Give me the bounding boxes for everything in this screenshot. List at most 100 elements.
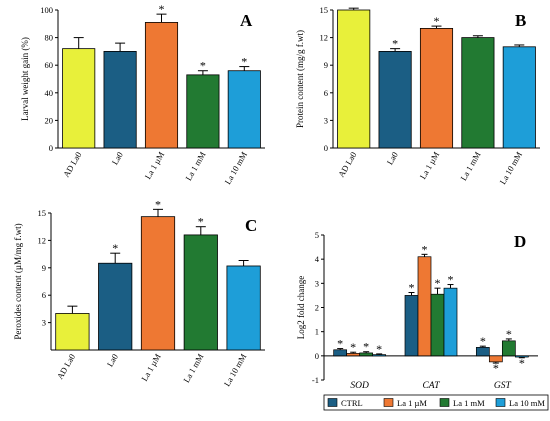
- panel-letter: C: [245, 216, 257, 235]
- bar: [55, 313, 90, 351]
- y-tick-label: -1: [312, 375, 319, 385]
- legend-label: La 1 µM: [397, 398, 427, 408]
- legend-label: La 1 mM: [453, 398, 485, 408]
- y-tick-label: 60: [45, 60, 54, 70]
- x-tick-label: La 1 mM: [183, 150, 208, 183]
- significance-star: *: [435, 276, 441, 290]
- significance-star: *: [448, 273, 454, 287]
- significance-star: *: [241, 55, 247, 69]
- legend-swatch: [383, 398, 394, 407]
- bar: [430, 293, 445, 357]
- y-tick-label: 2: [315, 303, 319, 313]
- y-axis-label: Log2 fold change: [296, 276, 306, 339]
- bar: [140, 216, 176, 351]
- bar: [62, 48, 96, 149]
- significance-star: *: [155, 197, 161, 211]
- y-tick-label: 6: [42, 290, 46, 300]
- y-tick-label: 40: [45, 88, 54, 98]
- x-tick-label: AD La0: [336, 150, 358, 179]
- bar: [98, 262, 133, 351]
- panel-c: 3 6 9 12 15 Peroxides content (µM/mg f.wt) AD …: [13, 197, 265, 388]
- y-tick-label: 12: [320, 33, 329, 43]
- bar: [502, 46, 536, 149]
- x-tick-label: La0: [385, 150, 400, 166]
- significance-star: *: [376, 342, 382, 356]
- x-tick-label: AD La0: [55, 352, 77, 381]
- y-axis-label: Peroxides content (µM/mg f.wt): [13, 223, 23, 339]
- bar: [417, 256, 432, 357]
- legend-swatch: [495, 398, 506, 407]
- bar: [475, 347, 490, 357]
- y-tick-label: 0: [315, 351, 319, 361]
- bar: [144, 22, 179, 149]
- y-tick-label: 0: [49, 143, 53, 153]
- bar: [226, 265, 261, 351]
- significance-star: *: [350, 340, 356, 354]
- bar: [461, 37, 495, 149]
- x-tick-label: La 1 µM: [143, 150, 167, 181]
- x-tick-label: CAT: [422, 381, 440, 391]
- bar: [404, 295, 419, 357]
- panel-a: 0 20 40 60 80 100 Larval weight gain (%) AD La0…: [20, 2, 265, 186]
- significance-star: *: [337, 337, 343, 351]
- x-tick-label: La 10 mM: [497, 150, 524, 186]
- significance-star: *: [198, 215, 204, 229]
- panel-letter: B: [515, 11, 526, 30]
- y-tick-label: 9: [324, 60, 328, 70]
- panel-letter: D: [514, 232, 526, 251]
- x-tick-label: La 1 mM: [458, 150, 483, 183]
- y-tick-label: 100: [40, 5, 53, 15]
- x-tick-label: AD La0: [61, 150, 83, 179]
- legend-label: CTRL: [341, 398, 363, 408]
- y-tick-label: 3: [42, 318, 46, 328]
- y-tick-label: 1: [315, 327, 319, 337]
- y-tick-label: 3: [315, 278, 319, 288]
- y-tick-label: 3: [324, 115, 328, 125]
- bar: [443, 287, 458, 357]
- bar: [186, 74, 220, 149]
- y-axis-label: Protein content (mg/g f.wt): [295, 30, 305, 128]
- y-tick-label: 4: [315, 254, 320, 264]
- y-tick-label: 0: [324, 143, 328, 153]
- panel-d: -1 0 1 2 3 4 5 Log2 fold change * * * * SOD * * * * CAT * *…: [296, 230, 549, 411]
- legend-swatch: [439, 398, 450, 407]
- significance-star: *: [434, 14, 440, 28]
- significance-star: *: [159, 2, 165, 16]
- y-tick-label: 5: [315, 230, 319, 240]
- significance-star: *: [392, 37, 398, 51]
- bar: [333, 349, 348, 357]
- x-tick-label: La 1 µM: [418, 150, 442, 181]
- x-tick-label: La 1 mM: [181, 352, 206, 385]
- y-tick-label: 9: [42, 263, 46, 273]
- bar: [378, 51, 412, 149]
- significance-star: *: [493, 361, 499, 375]
- y-tick-label: 20: [45, 115, 54, 125]
- y-axis-label: Larval weight gain (%): [20, 37, 30, 121]
- x-tick-label: La 10 mM: [222, 352, 249, 388]
- legend-swatch: [327, 398, 338, 407]
- bar: [337, 9, 371, 149]
- panel-b: 0 3 6 9 12 15 Protein content (mg/g f.wt) AD La…: [295, 5, 540, 186]
- bar: [103, 51, 137, 149]
- legend-label: La 10 mM: [509, 398, 545, 408]
- bar: [183, 234, 218, 351]
- bar: [227, 70, 261, 149]
- significance-star: *: [422, 242, 428, 256]
- panel-letter: A: [240, 11, 253, 30]
- significance-star: *: [363, 340, 369, 354]
- x-tick-label: La 1 µM: [139, 352, 163, 383]
- x-tick-label: GST: [494, 381, 512, 391]
- significance-star: *: [112, 241, 118, 255]
- y-tick-label: 80: [45, 33, 54, 43]
- x-tick-label: La0: [105, 352, 120, 368]
- significance-star: *: [200, 59, 206, 73]
- x-tick-label: La 10 mM: [222, 150, 249, 186]
- bar: [419, 27, 454, 149]
- significance-star: *: [480, 334, 486, 348]
- y-tick-label: 6: [324, 88, 328, 98]
- legend-box: [323, 394, 549, 411]
- significance-star: *: [409, 281, 415, 295]
- x-tick-label: La0: [110, 150, 125, 166]
